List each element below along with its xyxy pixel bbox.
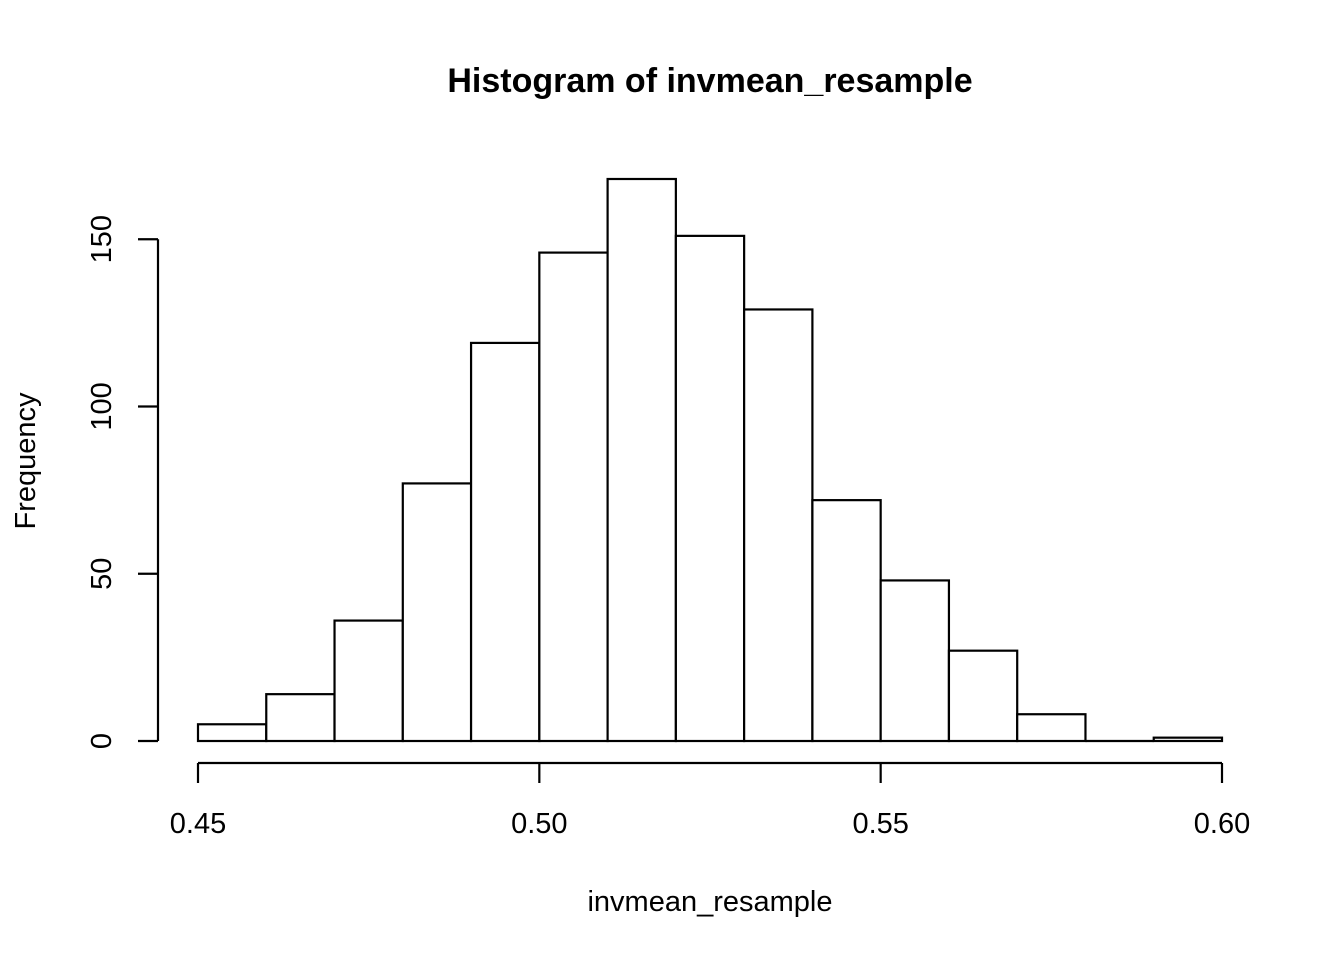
x-tick-label: 0.60 xyxy=(1194,808,1250,840)
histogram-bar xyxy=(196,723,268,743)
histogram-bar xyxy=(743,308,814,743)
histogram-bar xyxy=(674,234,746,743)
histogram-bar xyxy=(401,482,473,743)
histogram-bar xyxy=(469,341,541,743)
histogram-bar xyxy=(265,693,336,743)
histogram-bar xyxy=(333,619,404,743)
histogram-bar xyxy=(1152,736,1224,743)
x-axis: 0.45 0.50 0.55 0.60 xyxy=(170,761,1250,840)
histogram-bar xyxy=(538,251,609,743)
y-tick-label: 0 xyxy=(86,733,118,749)
y-tick-label: 150 xyxy=(86,215,118,263)
y-axis-label: Frequency xyxy=(10,392,42,530)
x-tick-label: 0.55 xyxy=(852,808,908,840)
y-tick-label: 100 xyxy=(86,382,118,430)
x-axis-label: invmean_resample xyxy=(587,886,832,918)
x-tick-label: 0.50 xyxy=(511,808,567,840)
histogram-bar xyxy=(1016,713,1087,743)
y-axis: 0 50 100 150 xyxy=(86,215,160,749)
x-tick-label: 0.45 xyxy=(170,808,226,840)
histogram-bar xyxy=(879,579,951,743)
y-tick-label: 50 xyxy=(86,558,118,590)
histogram-bar xyxy=(606,177,677,743)
histogram-bar xyxy=(811,499,882,743)
histogram-bars xyxy=(196,177,1224,743)
histogram-bar xyxy=(947,649,1019,743)
chart-title: Histogram of invmean_resample xyxy=(447,62,972,100)
